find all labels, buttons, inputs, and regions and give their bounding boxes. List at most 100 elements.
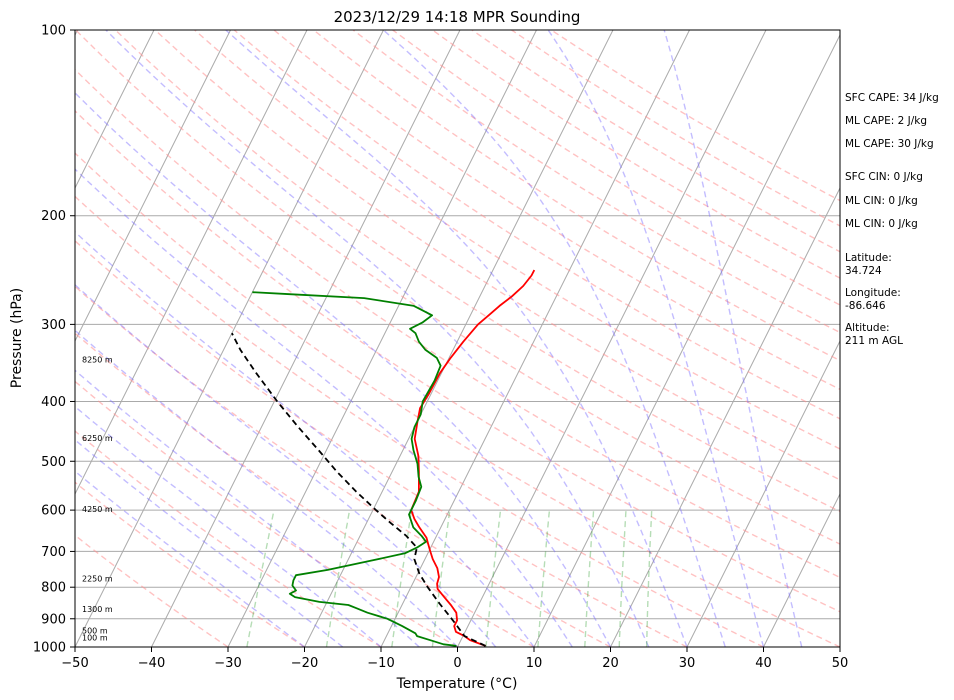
x-tick-label: −50 [61, 656, 88, 671]
y-tick-label: 300 [41, 318, 66, 333]
ml-cape-text: ML CAPE: 2 J/kg [845, 115, 928, 127]
height-label: 1300 m [82, 605, 113, 614]
y-tick-label: 100 [41, 24, 66, 39]
dry-adiabat [75, 380, 458, 647]
isotherm [75, 30, 231, 343]
y-axis-ticks: 100 200 300 400 500 600 700 800 900 1000 [33, 24, 75, 656]
mixing-ratio-line [431, 509, 451, 647]
x-axis-label: Temperature (°C) [396, 676, 518, 692]
x-tick-label: 20 [602, 656, 619, 671]
y-axis-label: Pressure (hPa) [9, 288, 25, 388]
x-tick-label: 10 [526, 656, 543, 671]
dry-adiabat [75, 285, 611, 647]
height-label: 2250 m [82, 575, 113, 584]
dry-adiabat [75, 109, 840, 613]
dry-adiabat [75, 68, 840, 579]
y-tick-label: 1000 [33, 641, 66, 656]
mixing-ratio-line [537, 510, 551, 647]
isotherm [533, 33, 840, 647]
moist-adiabat [663, 30, 803, 647]
x-tick-label: 30 [679, 656, 696, 671]
isotherm [380, 30, 690, 647]
latitude-text: Latitude: 34.724 [845, 252, 892, 277]
dry-adiabat [75, 481, 305, 647]
ml-cin-text: ML CIN: 0 J/kg [845, 195, 918, 207]
dry-adiabat [75, 332, 535, 647]
dry-adiabat [75, 30, 840, 545]
mixing-ratio-line [618, 510, 627, 647]
height-label: 500 m [82, 626, 108, 635]
dry-adiabat [154, 30, 840, 481]
ml-cin-text-2: ML CIN: 0 J/kg [845, 218, 918, 230]
moist-adiabat [225, 30, 688, 647]
x-axis-ticks: −50 −40 −30 −20 −10 0 10 20 30 40 50 [61, 647, 848, 671]
dry-adiabat [75, 534, 229, 647]
height-label: 4250 m [82, 505, 113, 514]
sounding-profiles [231, 269, 536, 647]
x-tick-label: 50 [832, 656, 849, 671]
moist-adiabat [75, 168, 573, 647]
moist-adiabat [75, 438, 344, 647]
mixing-ratio-line [485, 510, 502, 647]
y-tick-label: 900 [41, 612, 66, 627]
isotherm [0, 30, 1, 647]
dry-adiabat [75, 430, 382, 647]
background-lines [0, 30, 840, 647]
mixing-ratio-line [391, 509, 413, 647]
y-tick-label: 700 [41, 545, 66, 560]
dry-adiabat [75, 239, 688, 647]
chart-title: 2023/12/29 14:18 MPR Sounding [334, 8, 581, 26]
isotherm [75, 30, 384, 647]
dry-adiabat [392, 30, 840, 306]
isotherm [151, 30, 461, 647]
height-label: 8250 m [82, 355, 113, 364]
moist-adiabat [75, 230, 535, 647]
mixing-ratio-line [325, 509, 351, 647]
moist-adiabat [75, 405, 382, 647]
isotherm [75, 30, 308, 496]
x-tick-label: 0 [453, 656, 461, 671]
sfc-cape-text: SFC CAPE: 34 J/kg [845, 92, 939, 104]
isotherm [304, 30, 614, 647]
dry-adiabat [273, 30, 840, 391]
x-tick-label: −10 [367, 656, 394, 671]
moist-adiabat [75, 283, 497, 647]
sfc-cin-text: SFC CIN: 0 J/kg [845, 171, 923, 183]
moist-adiabat [75, 470, 305, 647]
y-tick-label: 800 [41, 581, 66, 596]
x-tick-label: −30 [214, 656, 241, 671]
ml-cape-text-2: ML CAPE: 30 J/kg [845, 138, 934, 150]
y-tick-label: 500 [41, 455, 66, 470]
x-tick-label: −40 [138, 656, 165, 671]
dewpoint-profile [252, 291, 457, 647]
isotherm [610, 186, 840, 647]
isotherm [75, 30, 155, 190]
y-tick-label: 400 [41, 395, 66, 410]
dry-adiabat [114, 30, 840, 513]
dry-adiabat [75, 152, 840, 647]
mixing-ratio-line [645, 510, 653, 647]
moist-adiabat [75, 329, 458, 647]
moist-adiabat [382, 30, 726, 647]
height-label: 6250 m [82, 434, 113, 443]
parcel-profile [231, 332, 486, 647]
isotherm [763, 492, 840, 647]
moist-adiabat [75, 91, 612, 647]
altitude-text: Altitude: 211 m AGL [845, 322, 903, 347]
height-label: 100 m [82, 633, 108, 642]
temperature-profile [410, 269, 536, 647]
y-tick-label: 200 [41, 209, 66, 224]
plot-frame [74, 29, 841, 648]
dry-adiabat [75, 195, 764, 647]
isotherm [457, 30, 767, 647]
mixing-ratio-line [246, 509, 275, 647]
longitude-text: Longitude: -86.646 [845, 287, 901, 312]
isotherm [686, 339, 840, 647]
dry-adiabat [233, 30, 840, 420]
y-tick-label: 600 [41, 504, 66, 519]
moist-adiabat [547, 30, 765, 647]
isotherm [227, 30, 537, 647]
x-tick-label: −20 [291, 656, 318, 671]
